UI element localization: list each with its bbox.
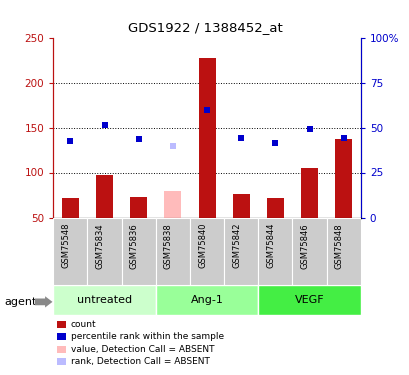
Bar (130, 197, 147, 217)
Text: GDS1922 / 1388452_at: GDS1922 / 1388452_at (127, 21, 282, 34)
Bar (62, 198, 79, 217)
Text: GSM75840: GSM75840 (198, 223, 207, 268)
Text: percentile rank within the sample: percentile rank within the sample (70, 332, 223, 341)
Text: untreated: untreated (77, 295, 132, 305)
Bar (258, 285, 360, 315)
Bar (300, 168, 317, 217)
Bar (292, 217, 326, 285)
Text: agent: agent (4, 297, 36, 307)
Bar (155, 285, 258, 315)
Text: value, Detection Call = ABSENT: value, Detection Call = ABSENT (70, 345, 213, 354)
Bar (189, 217, 224, 285)
Bar (258, 217, 292, 285)
Bar (198, 58, 215, 217)
Bar (87, 217, 121, 285)
Bar (121, 217, 155, 285)
Bar (96, 175, 113, 217)
Text: GSM75844: GSM75844 (266, 223, 275, 268)
Text: GSM75834: GSM75834 (95, 223, 104, 268)
Bar (164, 190, 181, 217)
Text: Ang-1: Ang-1 (190, 295, 223, 305)
Bar (334, 139, 351, 218)
Text: GSM75848: GSM75848 (334, 223, 343, 268)
Bar (53, 217, 87, 285)
Text: rank, Detection Call = ABSENT: rank, Detection Call = ABSENT (70, 357, 209, 366)
Text: VEGF: VEGF (294, 295, 324, 305)
Bar (326, 217, 360, 285)
Bar (53, 285, 155, 315)
Text: GSM75846: GSM75846 (300, 223, 309, 268)
Text: GSM75836: GSM75836 (129, 223, 138, 268)
Bar (155, 217, 189, 285)
Bar (224, 217, 258, 285)
Text: GSM75842: GSM75842 (231, 223, 240, 268)
Text: count: count (70, 320, 96, 329)
Bar (232, 194, 249, 217)
Text: GSM75548: GSM75548 (61, 223, 70, 268)
Text: GSM75838: GSM75838 (164, 223, 173, 268)
Bar (266, 198, 283, 217)
